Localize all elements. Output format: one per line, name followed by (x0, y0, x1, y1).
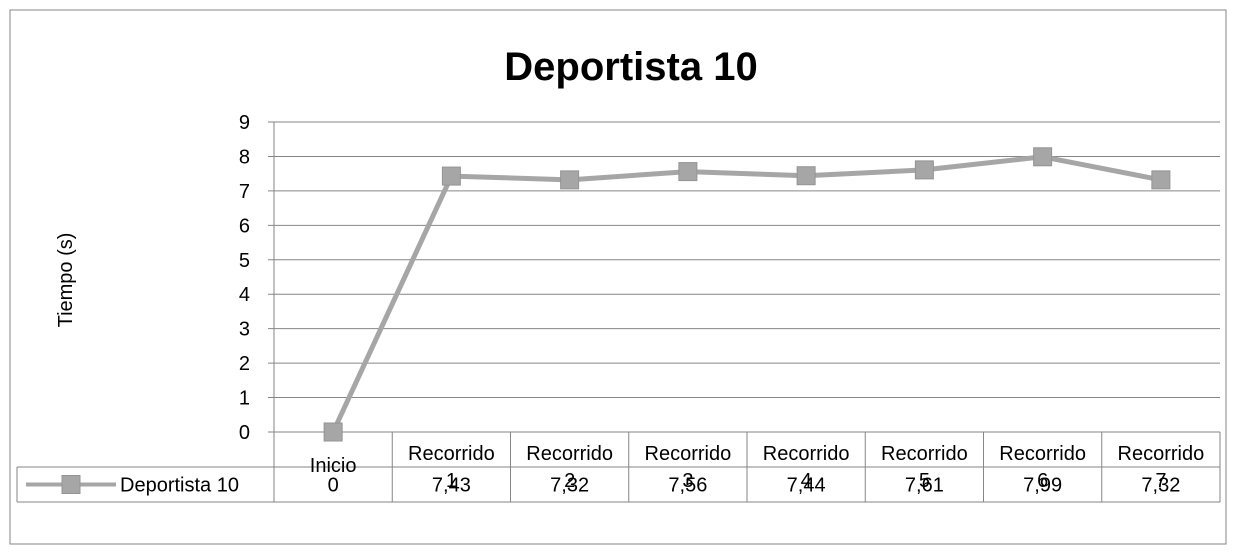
x-category-label: Recorrido (763, 443, 850, 465)
y-tick-label: 0 (239, 422, 250, 444)
gridlines (268, 121, 1220, 502)
y-tick-label: 2 (239, 353, 250, 375)
x-category-label: Recorrido (881, 443, 968, 465)
x-category-label: Recorrido (999, 443, 1086, 465)
chart-area-border (9, 9, 1227, 545)
x-category-label: 4 (801, 470, 812, 492)
table-value-cell: 7,61 (905, 475, 944, 497)
x-category-label: Recorrido (408, 443, 495, 465)
data-point-marker (323, 422, 343, 442)
y-tick-labels: 0 1 2 3 4 5 6 7 8 9 (239, 112, 250, 444)
data-point-marker (914, 160, 934, 180)
series-deportista-10 (323, 147, 1171, 442)
y-tick-label: 3 (239, 319, 250, 341)
x-category-label: 7 (1155, 470, 1166, 492)
table-value-cell: 0 (328, 475, 339, 497)
x-category-label: 2 (564, 470, 575, 492)
x-category-label: 6 (1037, 470, 1048, 492)
y-tick-label: 9 (239, 112, 250, 134)
series-line (330, 154, 1162, 434)
x-category-label: 1 (446, 470, 457, 492)
table-value-cell: 7,44 (787, 475, 826, 497)
y-tick-label: 4 (239, 284, 250, 306)
x-category-label: Recorrido (1118, 443, 1205, 465)
data-point-marker (1033, 147, 1053, 167)
y-tick-label: 8 (239, 146, 250, 168)
y-axis-label: Tiempo (s) (55, 233, 77, 328)
legend-series-name: Deportista 10 (120, 475, 239, 497)
x-category-label: Recorrido (645, 443, 732, 465)
table-value-cell: 7,32 (550, 475, 589, 497)
legend-marker-key (61, 475, 81, 494)
table-value-cell: 7,43 (432, 475, 471, 497)
y-tick-label: 1 (239, 388, 250, 410)
data-point-marker (560, 170, 580, 190)
data-point-marker (441, 166, 461, 186)
data-table: Inicio Recorrido 1 Recorrido 2 Recorrido 3 Reco… (16, 432, 1221, 503)
x-category-label: 5 (919, 470, 930, 492)
table-value-cell: 7,56 (668, 475, 707, 497)
chart-title: Deportista 10 (504, 45, 757, 89)
table-value-cell: 7,99 (1023, 475, 1062, 497)
y-tick-label: 5 (239, 250, 250, 272)
x-category-label: 3 (682, 470, 693, 492)
data-point-marker (1151, 170, 1171, 190)
x-category-label: Inicio (310, 455, 357, 477)
data-point-marker (678, 162, 698, 182)
x-category-label: Recorrido (526, 443, 613, 465)
data-point-marker (796, 166, 816, 186)
table-value-cell: 7,32 (1141, 475, 1180, 497)
y-tick-label: 6 (239, 215, 250, 237)
y-tick-label: 7 (239, 181, 250, 203)
